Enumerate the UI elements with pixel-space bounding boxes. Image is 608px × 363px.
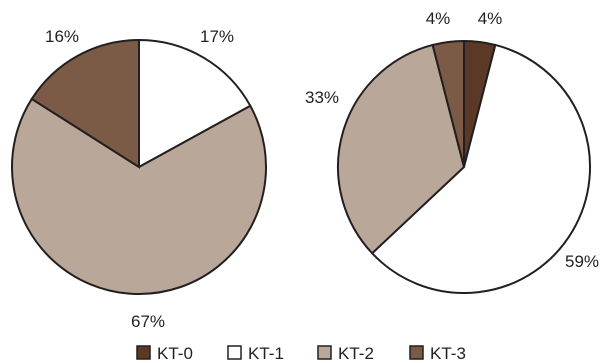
legend: KT-0 KT-1 KT-2 KT-3 <box>136 344 466 363</box>
legend-label-kt-1: KT-1 <box>248 344 284 363</box>
right-pie-slice-kt-2 <box>337 43 466 255</box>
right-pie-label-kt-2: 33% <box>305 88 339 107</box>
left-pie-label-kt-1: 17% <box>200 27 234 46</box>
left-pie-label-kt-3: 16% <box>45 27 79 46</box>
left-pie-slice-kt-2 <box>11 97 267 295</box>
pie-chart-left: 17% 67% 16% <box>11 27 267 331</box>
right-pie-label-kt-1: 59% <box>565 252 599 271</box>
legend-label-kt-0: KT-0 <box>157 344 193 363</box>
right-pie-label-kt-0: 4% <box>478 9 503 28</box>
left-pie-slice-kt-3 <box>30 38 140 169</box>
left-pie-label-kt-2: 67% <box>131 312 165 331</box>
right-pie-slice-kt-3 <box>431 39 465 168</box>
right-pie-slice-kt-1 <box>370 43 591 295</box>
legend-label-kt-2: KT-2 <box>338 344 374 363</box>
left-pie-slice-kt-1 <box>138 38 252 169</box>
legend-swatch-kt-1 <box>227 345 242 360</box>
legend-swatch-kt-0 <box>136 345 151 360</box>
legend-label-kt-3: KT-3 <box>430 344 466 363</box>
legend-swatch-kt-2 <box>317 345 332 360</box>
pie-chart-right: 4% 59% 33% 4% <box>305 9 599 295</box>
legend-swatch-kt-3 <box>409 345 424 360</box>
right-pie-label-kt-3: 4% <box>426 9 451 28</box>
